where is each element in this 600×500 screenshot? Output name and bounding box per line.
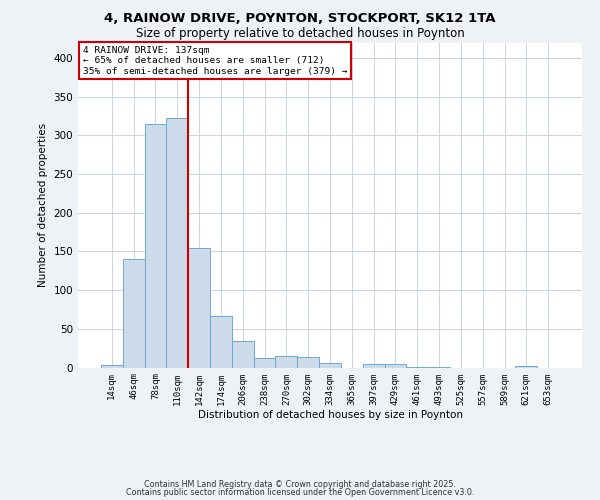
Bar	[319, 363, 341, 368]
Bar	[275, 356, 297, 368]
Text: Contains HM Land Registry data © Crown copyright and database right 2025.: Contains HM Land Registry data © Crown c…	[144, 480, 456, 489]
Bar	[210, 316, 232, 368]
Bar	[297, 356, 319, 368]
Text: 4, RAINOW DRIVE, POYNTON, STOCKPORT, SK12 1TA: 4, RAINOW DRIVE, POYNTON, STOCKPORT, SK1…	[104, 12, 496, 26]
Bar	[188, 248, 210, 368]
Text: Size of property relative to detached houses in Poynton: Size of property relative to detached ho…	[136, 28, 464, 40]
Text: 4 RAINOW DRIVE: 137sqm
← 65% of detached houses are smaller (712)
35% of semi-de: 4 RAINOW DRIVE: 137sqm ← 65% of detached…	[83, 46, 347, 76]
Bar	[254, 358, 275, 368]
Bar	[363, 364, 385, 368]
Y-axis label: Number of detached properties: Number of detached properties	[38, 123, 48, 287]
Bar	[406, 366, 428, 368]
Text: Contains public sector information licensed under the Open Government Licence v3: Contains public sector information licen…	[126, 488, 474, 497]
Bar	[232, 341, 254, 367]
Bar	[123, 259, 145, 368]
X-axis label: Distribution of detached houses by size in Poynton: Distribution of detached houses by size …	[197, 410, 463, 420]
Bar	[515, 366, 537, 368]
Bar	[145, 124, 166, 368]
Bar	[385, 364, 406, 368]
Bar	[101, 365, 123, 368]
Bar	[166, 118, 188, 368]
Bar	[428, 366, 450, 368]
